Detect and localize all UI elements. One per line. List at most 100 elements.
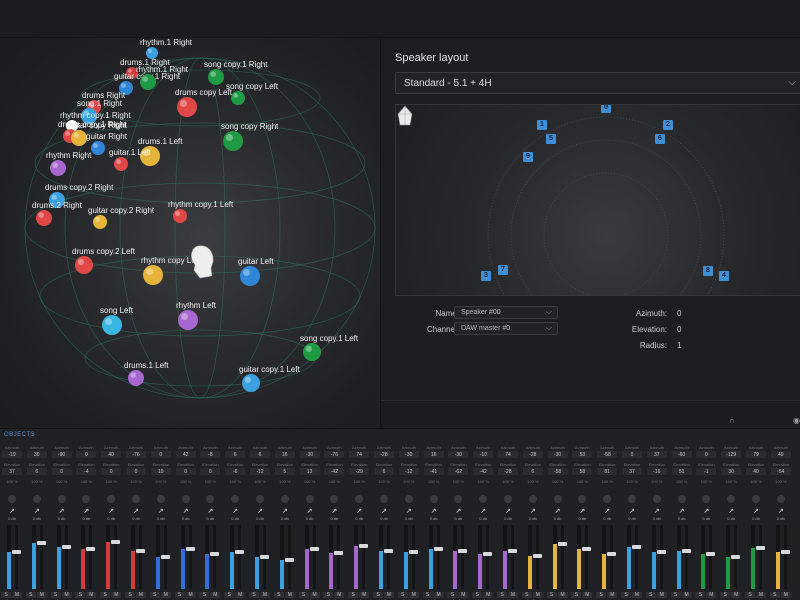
azimuth-field[interactable] [324, 451, 345, 458]
fader-handle[interactable] [185, 547, 195, 551]
mute-button[interactable]: M [160, 592, 171, 598]
sphere-object[interactable]: rhythm Right [46, 151, 92, 176]
pan-knob[interactable] [652, 495, 661, 503]
mute-button[interactable]: M [433, 592, 444, 598]
elevation-field[interactable] [721, 468, 742, 475]
mute-button[interactable]: M [632, 592, 642, 598]
speaker-marker[interactable]: 8 [703, 266, 713, 276]
fader-handle[interactable] [731, 555, 741, 559]
send-knob-icon[interactable]: ↗ [108, 508, 115, 515]
solo-button[interactable]: S [125, 592, 135, 598]
elevation-field[interactable] [175, 468, 196, 475]
send-knob-icon[interactable]: ↗ [58, 508, 65, 515]
send-knob-icon[interactable]: ↗ [331, 508, 338, 515]
pan-knob[interactable] [330, 495, 339, 503]
azimuth-field[interactable] [76, 451, 97, 458]
elevation-field[interactable] [126, 468, 146, 475]
speaker-name-select[interactable]: Speaker #00 ⌵ [454, 306, 558, 319]
send-knob-icon[interactable]: ↗ [430, 508, 437, 515]
solo-button[interactable]: S [546, 592, 557, 598]
sphere-object[interactable]: guitar copy.2 Right [88, 206, 155, 229]
elevation-field[interactable] [522, 468, 543, 475]
pan-knob[interactable] [454, 495, 463, 503]
azimuth-field[interactable] [622, 451, 642, 458]
fader-track[interactable] [139, 525, 142, 589]
azimuth-field[interactable] [448, 451, 469, 458]
pan-knob[interactable] [603, 495, 612, 503]
send-knob-icon[interactable]: ↗ [281, 508, 288, 515]
solo-button[interactable]: S [249, 592, 259, 598]
azimuth-value[interactable]: 0 [677, 309, 682, 318]
mute-button[interactable]: M [309, 592, 320, 598]
fader-track[interactable] [709, 525, 713, 589]
send-knob-icon[interactable]: ↗ [232, 508, 239, 515]
mute-button[interactable]: M [508, 592, 518, 598]
speaker-marker[interactable]: 4 [719, 271, 729, 281]
send-knob-icon[interactable]: ↗ [703, 508, 710, 515]
pan-knob[interactable] [57, 495, 66, 503]
solo-button[interactable]: S [670, 592, 681, 598]
solo-button[interactable]: S [1, 592, 11, 598]
elevation-field[interactable] [572, 468, 593, 475]
mute-button[interactable]: M [235, 592, 246, 598]
elevation-field[interactable] [274, 468, 295, 475]
elevation-field[interactable] [324, 468, 345, 475]
sphere-object[interactable]: rhythm copy.1 Right [60, 111, 131, 132]
mute-button[interactable]: M [136, 592, 146, 598]
speaker-marker[interactable]: 6 [655, 134, 665, 144]
fader-track[interactable] [188, 525, 192, 589]
mute-button[interactable]: M [12, 592, 22, 598]
sphere-object-ball[interactable] [303, 343, 321, 361]
mute-button[interactable]: M [86, 592, 97, 598]
send-knob-icon[interactable]: ↗ [356, 508, 363, 515]
mute-button[interactable]: M [731, 592, 742, 598]
fader-track[interactable] [461, 525, 465, 589]
sphere-object-ball[interactable] [119, 81, 133, 95]
mute-button[interactable]: M [359, 592, 370, 598]
azimuth-field[interactable] [26, 451, 47, 458]
fader-handle[interactable] [235, 550, 245, 554]
azimuth-field[interactable] [225, 451, 246, 458]
fader-handle[interactable] [359, 544, 369, 548]
solo-button[interactable]: S [745, 592, 755, 598]
channel-select[interactable]: DAW master #0 ⌵ [454, 322, 558, 335]
send-knob-icon[interactable]: ↗ [678, 508, 685, 515]
pan-knob[interactable] [727, 495, 736, 503]
mute-button[interactable]: M [260, 592, 270, 598]
send-knob-icon[interactable]: ↗ [157, 508, 164, 515]
pan-knob[interactable] [305, 495, 314, 503]
pan-knob[interactable] [280, 495, 289, 503]
send-knob-icon[interactable]: ↗ [728, 508, 735, 515]
fader-handle[interactable] [557, 542, 567, 546]
fader-track[interactable] [659, 525, 663, 589]
azimuth-field[interactable] [250, 451, 270, 458]
pan-knob[interactable] [628, 495, 636, 503]
speaker-marker[interactable]: 5 [546, 134, 556, 144]
fader-track[interactable] [312, 525, 316, 589]
azimuth-field[interactable] [473, 451, 494, 458]
mute-button[interactable]: M [408, 592, 419, 598]
send-knob-icon[interactable]: ↗ [629, 508, 635, 515]
mute-button[interactable]: M [582, 592, 593, 598]
fader-track[interactable] [759, 525, 762, 589]
solo-button[interactable]: S [621, 592, 631, 598]
fader-handle[interactable] [483, 552, 493, 556]
mute-button[interactable]: M [210, 592, 221, 598]
sphere-object[interactable]: song copy.1 Left [300, 334, 359, 361]
elevation-field[interactable] [349, 468, 370, 475]
azimuth-field[interactable] [51, 451, 72, 458]
mute-button[interactable]: M [681, 592, 692, 598]
sphere-object[interactable]: rhythm Left [176, 301, 217, 330]
sphere-object-ball[interactable] [36, 210, 52, 226]
sphere-object[interactable]: song Left [100, 306, 134, 335]
sphere-object-ball[interactable] [140, 74, 156, 90]
solo-button[interactable]: S [174, 592, 185, 598]
azimuth-field[interactable] [150, 451, 171, 458]
azimuth-field[interactable] [746, 451, 766, 458]
fader-handle[interactable] [334, 551, 344, 555]
send-knob-icon[interactable]: ↗ [182, 508, 189, 515]
sphere-object-ball[interactable] [75, 256, 93, 274]
solo-button[interactable]: S [273, 592, 284, 598]
azimuth-field[interactable] [770, 451, 791, 458]
